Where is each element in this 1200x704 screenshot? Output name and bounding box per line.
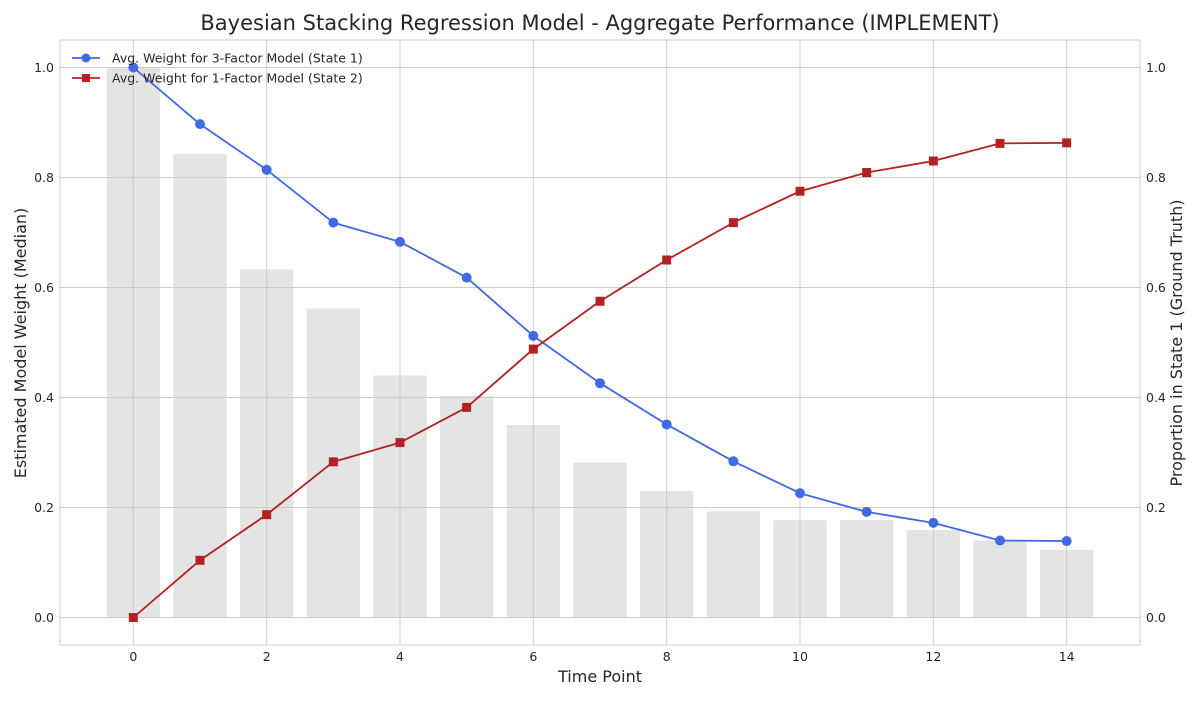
data-point-square [595,296,605,306]
y-right-axis-label: Proportion in State 1 (Ground Truth) [1167,200,1186,487]
data-point-circle [1061,536,1072,547]
bar [706,511,760,618]
bar [840,520,894,618]
y-left-ticks: 0.0 0.2 0.4 0.6 0.8 1.0 [34,60,54,625]
data-point-circle [928,517,939,528]
plot-frame [59,39,1141,646]
data-point-circle [795,488,805,499]
data-point-square [328,457,338,467]
bar [440,395,494,618]
data-point-circle [461,272,472,283]
x-tick-label: 4 [396,649,404,664]
legend-marker-square [82,74,90,82]
data-point-square [928,156,938,166]
x-tick-label: 14 [1059,649,1075,664]
lines-layer [128,62,1072,622]
data-point-circle [528,330,539,341]
bars-layer [106,67,1094,618]
y-left-tick-label: 0.0 [34,610,54,625]
data-point-square [795,186,805,196]
data-point-circle [861,506,872,517]
legend-item-3-factor: Avg. Weight for 3-Factor Model (State 1) [72,51,363,66]
bar [173,153,227,618]
legend: Avg. Weight for 3-Factor Model (State 1)… [72,51,363,86]
y-left-tick-label: 0.6 [34,280,54,295]
data-point-square [395,438,405,448]
data-point-circle [128,62,139,73]
y-left-axis-label: Estimated Model Weight (Median) [11,208,30,479]
bar [973,540,1027,618]
y-left-tick-label: 0.2 [34,500,54,515]
y-left-tick-label: 1.0 [34,60,54,75]
data-point-square [662,255,672,265]
x-tick-label: 12 [925,649,941,664]
data-point-circle [395,236,405,247]
y-left-tick-label: 0.4 [34,390,54,405]
bar [573,462,627,618]
data-point-square [1062,138,1072,148]
x-axis-label: Time Point [557,667,642,686]
data-point-circle [728,456,739,467]
x-tick-label: 0 [129,649,137,664]
data-point-circle [995,535,1005,546]
y-right-tick-label: 0.8 [1146,170,1166,185]
y-right-tick-label: 0.6 [1146,280,1166,295]
x-tick-label: 6 [529,649,537,664]
data-point-circle [595,378,605,389]
legend-item-1-factor: Avg. Weight for 1-Factor Model (State 2) [72,71,363,86]
y-right-tick-label: 0.0 [1146,610,1166,625]
x-tick-label: 2 [263,649,271,664]
y-right-tick-label: 0.4 [1146,390,1166,405]
data-point-square [128,613,138,622]
y-left-tick-label: 0.8 [34,170,54,185]
data-point-square [528,344,538,354]
data-point-square [462,402,472,412]
data-point-square [862,168,872,178]
legend-label-1-factor: Avg. Weight for 1-Factor Model (State 2) [112,71,363,86]
legend-label-3-factor: Avg. Weight for 3-Factor Model (State 1) [112,51,363,66]
data-point-circle [195,119,205,130]
data-point-circle [261,164,272,175]
x-tick-label: 8 [663,649,671,664]
data-point-circle [328,217,339,228]
x-ticks: 0 2 4 6 8 10 12 14 [129,649,1074,664]
y-right-ticks: 0.0 0.2 0.4 0.6 0.8 1.0 [1146,60,1166,625]
data-point-square [728,218,738,228]
y-right-tick-label: 0.2 [1146,500,1166,515]
data-point-square [195,555,205,565]
data-point-circle [661,419,672,430]
data-point-square [995,138,1005,148]
y-right-tick-label: 1.0 [1146,60,1166,75]
chart-title: Bayesian Stacking Regression Model - Agg… [200,11,999,35]
data-point-square [262,510,272,520]
legend-marker-circle [81,53,91,63]
x-tick-label: 10 [792,649,808,664]
